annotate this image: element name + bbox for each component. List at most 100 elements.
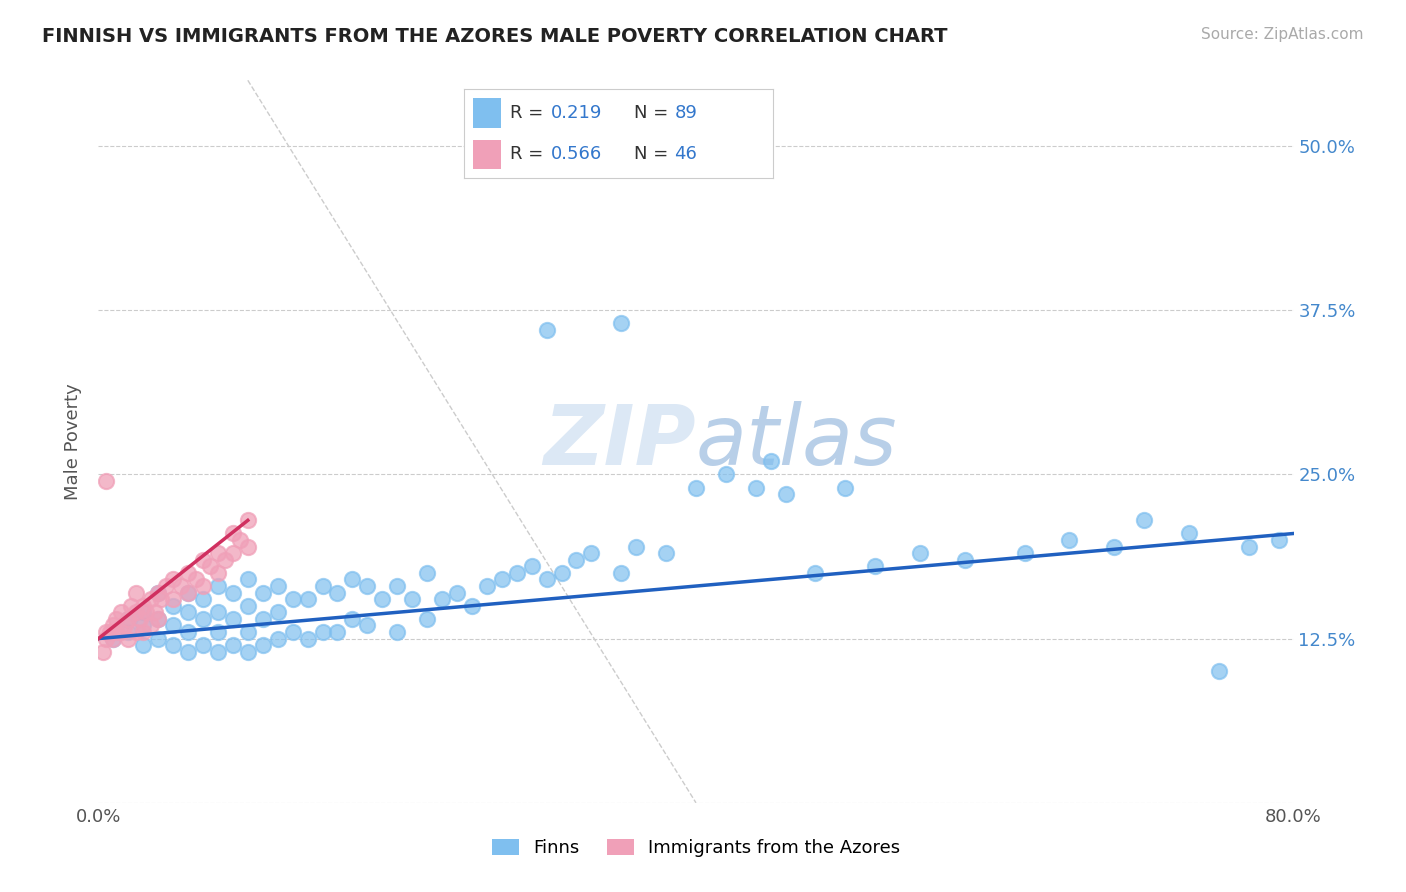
Point — [1059, 533, 1081, 547]
Point — [342, 573, 364, 587]
Point — [222, 546, 245, 560]
Point — [236, 573, 259, 587]
Point — [804, 566, 827, 580]
Point — [236, 625, 259, 640]
Text: 0.219: 0.219 — [551, 104, 602, 122]
Point — [236, 513, 259, 527]
Point — [252, 585, 274, 599]
Point — [565, 553, 588, 567]
Point — [834, 481, 856, 495]
Point — [162, 592, 184, 607]
Point — [191, 638, 214, 652]
Text: N =: N = — [634, 104, 673, 122]
Point — [267, 632, 290, 646]
Point — [1267, 533, 1289, 547]
Point — [252, 638, 274, 652]
Point — [103, 632, 125, 646]
Point — [117, 632, 139, 646]
Point — [222, 612, 245, 626]
Point — [267, 605, 290, 619]
Text: N =: N = — [634, 145, 673, 163]
Point — [129, 612, 152, 626]
Point — [148, 612, 170, 626]
Point — [177, 625, 200, 640]
Point — [311, 579, 333, 593]
Point — [148, 632, 170, 646]
Point — [132, 599, 155, 613]
Point — [207, 579, 229, 593]
Point — [908, 546, 931, 560]
Text: R =: R = — [510, 145, 550, 163]
Point — [207, 546, 229, 560]
Text: R =: R = — [510, 104, 550, 122]
Point — [536, 573, 558, 587]
Point — [610, 316, 633, 330]
Point — [342, 612, 364, 626]
Point — [236, 540, 259, 554]
Point — [148, 585, 170, 599]
Point — [491, 573, 513, 587]
Point — [105, 625, 128, 640]
Point — [148, 585, 170, 599]
Point — [125, 585, 148, 599]
Point — [1104, 540, 1126, 554]
Text: FINNISH VS IMMIGRANTS FROM THE AZORES MALE POVERTY CORRELATION CHART: FINNISH VS IMMIGRANTS FROM THE AZORES MA… — [42, 27, 948, 45]
Point — [110, 625, 132, 640]
Point — [475, 579, 498, 593]
Point — [356, 618, 378, 632]
Point — [214, 553, 236, 567]
Point — [120, 599, 142, 613]
Point — [222, 585, 245, 599]
Point — [865, 559, 887, 574]
Point — [125, 625, 148, 640]
Point — [1178, 526, 1201, 541]
Point — [759, 454, 782, 468]
Point — [162, 599, 184, 613]
Point — [103, 632, 125, 646]
Point — [610, 566, 633, 580]
Text: 46: 46 — [675, 145, 697, 163]
Point — [191, 579, 214, 593]
Point — [1014, 546, 1036, 560]
Point — [135, 605, 157, 619]
Point — [222, 638, 245, 652]
Point — [139, 618, 162, 632]
Point — [117, 625, 139, 640]
Point — [132, 605, 155, 619]
Point — [191, 553, 214, 567]
Point — [105, 612, 128, 626]
Point — [200, 559, 222, 574]
Point — [91, 645, 114, 659]
Point — [297, 632, 319, 646]
Point — [132, 638, 155, 652]
Point — [371, 592, 394, 607]
Point — [714, 467, 737, 482]
Point — [150, 592, 173, 607]
Point — [236, 599, 259, 613]
Point — [461, 599, 484, 613]
Point — [446, 585, 468, 599]
Point — [775, 487, 797, 501]
Point — [1208, 665, 1230, 679]
Point — [191, 612, 214, 626]
Point — [132, 618, 155, 632]
Point — [281, 592, 304, 607]
Point — [207, 566, 229, 580]
Point — [207, 625, 229, 640]
Point — [117, 612, 139, 626]
Point — [506, 566, 529, 580]
FancyBboxPatch shape — [474, 98, 501, 128]
Point — [229, 533, 252, 547]
Point — [184, 573, 207, 587]
Point — [430, 592, 453, 607]
Text: Source: ZipAtlas.com: Source: ZipAtlas.com — [1201, 27, 1364, 42]
Point — [132, 625, 155, 640]
Point — [162, 638, 184, 652]
Point — [416, 566, 439, 580]
Point — [143, 605, 166, 619]
Point — [177, 645, 200, 659]
Point — [139, 592, 162, 607]
Point — [297, 592, 319, 607]
Point — [94, 625, 117, 640]
Point — [326, 585, 349, 599]
